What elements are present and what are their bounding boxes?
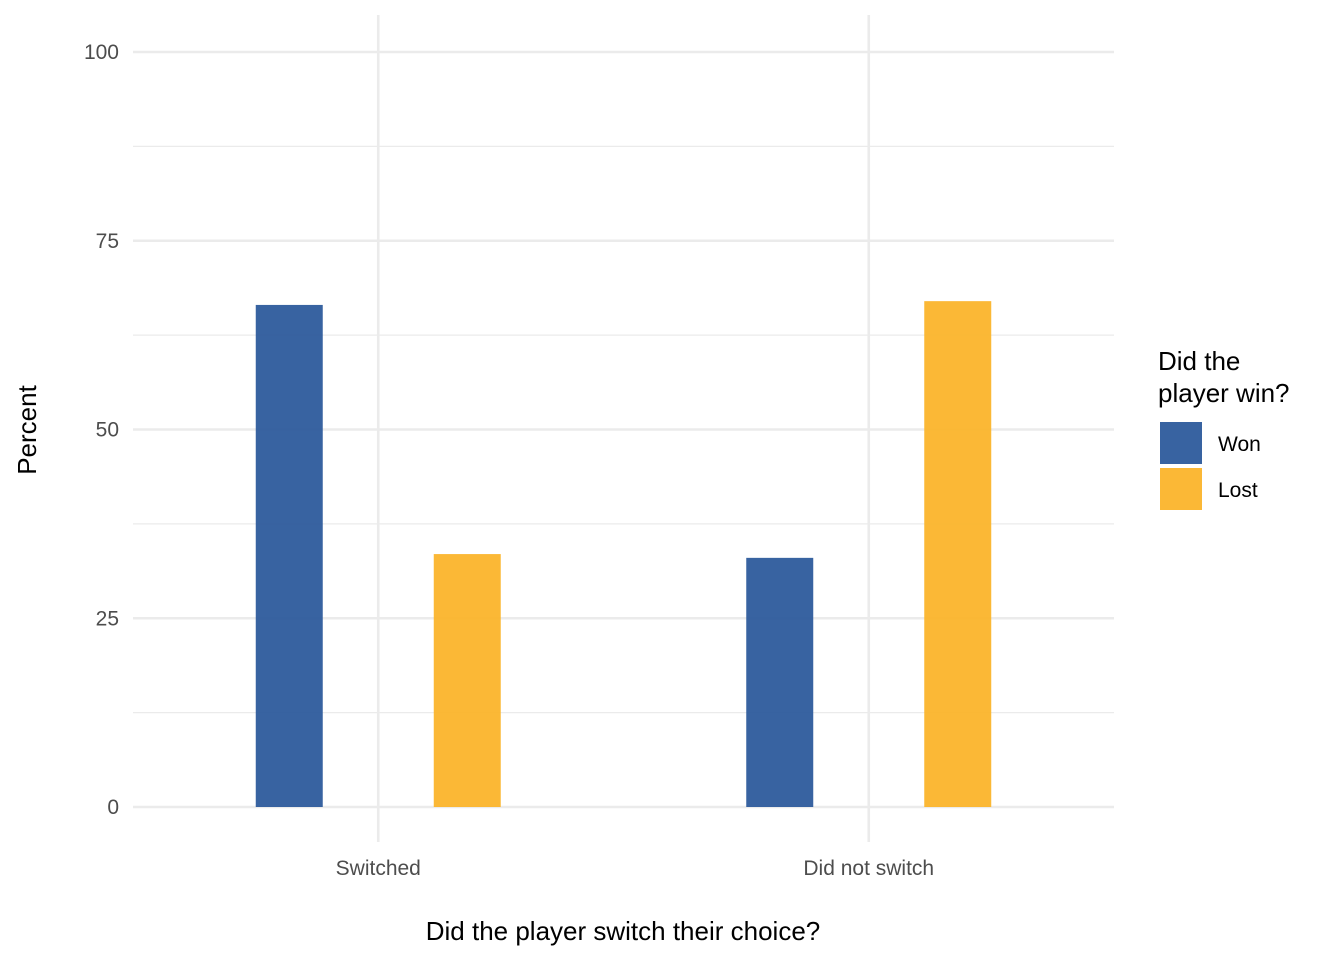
y-tick-label: 50: [96, 419, 119, 442]
x-tick-label: Switched: [336, 857, 421, 880]
legend-title: Did the player win?: [1158, 346, 1290, 408]
bar-won-did-not-switch: [746, 557, 814, 807]
legend: Did the player win? Won Lost: [1158, 346, 1290, 510]
bar-won-switched: [255, 304, 323, 807]
y-tick-label: 25: [96, 607, 119, 630]
y-axis-title: Percent: [12, 384, 42, 474]
x-axis-title: Did the player switch their choice?: [426, 916, 821, 946]
legend-label-won: Won: [1218, 433, 1261, 456]
y-tick-label: 100: [84, 41, 119, 64]
y-axis-ticks: 0 25 50 75 100: [84, 41, 119, 819]
x-axis-ticks: Switched Did not switch: [336, 857, 934, 880]
bar-lost-did-not-switch: [924, 301, 992, 807]
bar-lost-switched: [433, 554, 501, 807]
y-tick-label: 0: [107, 796, 119, 819]
legend-title-line-2: player win?: [1158, 378, 1290, 408]
x-tick-label: Did not switch: [803, 857, 934, 880]
bars: [255, 301, 992, 807]
legend-title-line-1: Did the: [1158, 346, 1240, 376]
legend-swatch-lost: [1160, 468, 1202, 510]
legend-swatch-won: [1160, 422, 1202, 464]
legend-items: Won Lost: [1160, 422, 1261, 510]
y-tick-label: 75: [96, 230, 119, 253]
legend-label-lost: Lost: [1218, 479, 1258, 502]
